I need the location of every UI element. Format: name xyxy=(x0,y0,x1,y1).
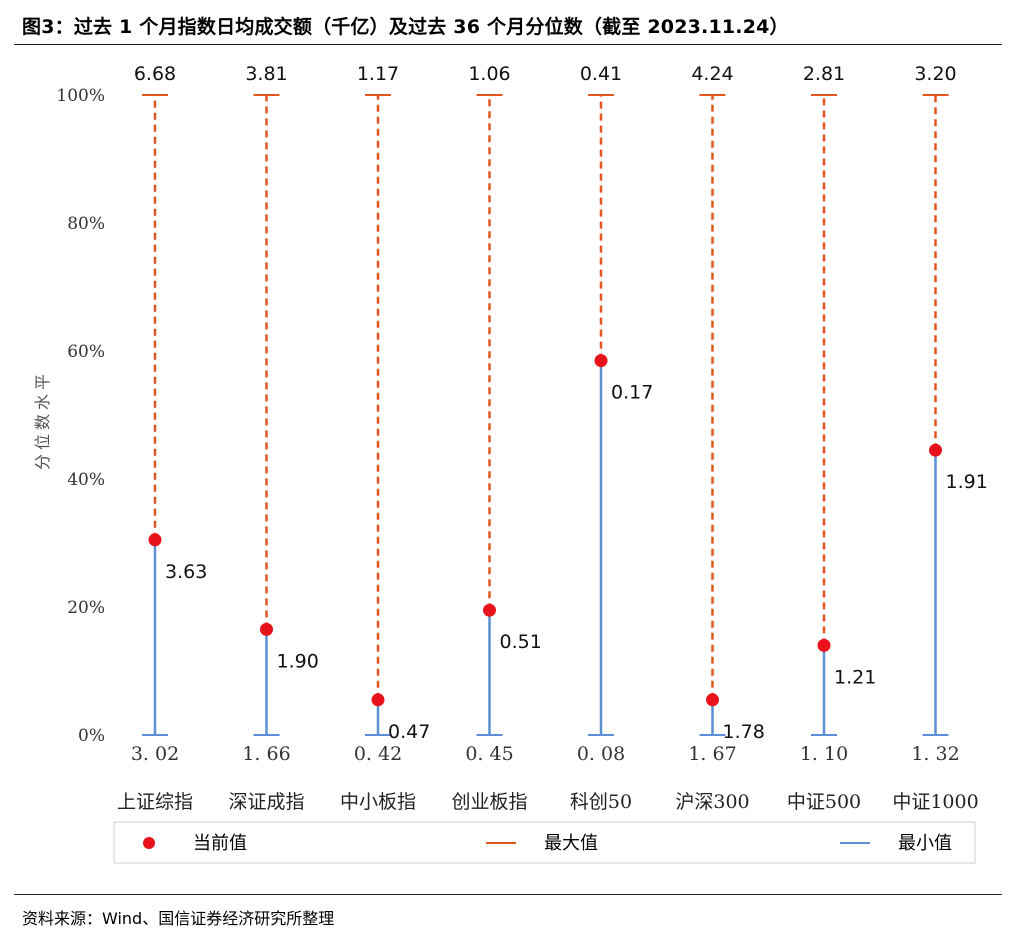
current-value-label: 3.63 xyxy=(165,561,207,583)
title-rule xyxy=(14,44,1002,45)
current-value-label: 0.17 xyxy=(611,382,653,404)
y-tick-label: 0% xyxy=(78,726,105,746)
y-tick-label: 80% xyxy=(67,214,105,234)
current-dot xyxy=(371,693,385,707)
current-value-label: 0.51 xyxy=(500,631,542,653)
current-value-label: 1.90 xyxy=(277,650,319,672)
figure-title: 图3：过去 1 个月指数日均成交额（千亿）及过去 36 个月分位数（截至 202… xyxy=(22,16,789,38)
category-label: 深证成指 xyxy=(228,791,304,813)
category-label: 中小板指 xyxy=(340,791,416,813)
current-dot xyxy=(817,638,831,652)
max-value-label: 4.24 xyxy=(691,63,733,85)
legend: 当前值 最大值 最小值 xyxy=(113,821,976,864)
max-value-label: 2.81 xyxy=(803,63,845,85)
legend-max-label: 最大值 xyxy=(544,833,598,854)
y-tick-label: 60% xyxy=(67,342,105,362)
min-value-label: 0. 42 xyxy=(354,743,402,765)
category-label: 中证1000 xyxy=(892,791,978,813)
max-value-label: 3.20 xyxy=(914,63,956,85)
y-axis-label: 分位数水平 xyxy=(33,370,52,470)
category-label: 中证500 xyxy=(787,791,861,813)
category-label: 沪深300 xyxy=(675,791,749,813)
legend-box xyxy=(113,821,976,864)
current-value-label: 1.78 xyxy=(723,721,765,743)
category-label: 上证综指 xyxy=(117,791,193,813)
current-value-label: 0.47 xyxy=(388,721,430,743)
min-value-label: 1. 10 xyxy=(800,743,848,765)
category-label: 创业板指 xyxy=(451,791,527,813)
source-note: 资料来源：Wind、国信证券经济研究所整理 xyxy=(22,909,335,928)
y-tick-label: 100% xyxy=(56,86,105,106)
current-value-label: 1.91 xyxy=(946,471,988,493)
min-value-label: 1. 67 xyxy=(688,743,736,765)
y-tick-label: 40% xyxy=(67,470,105,490)
current-dot xyxy=(929,443,942,457)
current-dot xyxy=(706,693,719,707)
legend-min-label: 最小值 xyxy=(898,833,952,854)
current-dot xyxy=(594,354,608,368)
current-dot xyxy=(148,533,162,547)
min-value-label: 1. 32 xyxy=(911,743,959,765)
current-dot xyxy=(260,622,273,636)
y-axis-ticks: 0% 20% 40% 60% 80% 100% xyxy=(56,86,105,746)
max-value-label: 3.81 xyxy=(245,63,287,85)
legend-current-label: 当前值 xyxy=(193,833,247,854)
min-value-label: 0. 45 xyxy=(465,743,513,765)
max-value-label: 1.06 xyxy=(468,63,510,85)
max-value-label: 6.68 xyxy=(134,63,176,85)
chart-marks: 3.63 6.68 3. 02 上证综指 1.90 3.81 1. 66 深证成指 0.47 1.… xyxy=(117,63,988,813)
footer-rule xyxy=(14,894,1002,895)
category-label: 科创50 xyxy=(570,791,632,813)
y-tick-label: 20% xyxy=(67,598,105,618)
legend-current-marker xyxy=(143,837,155,849)
max-value-label: 1.17 xyxy=(357,63,399,85)
min-value-label: 3. 02 xyxy=(131,743,179,765)
min-value-label: 0. 08 xyxy=(577,743,625,765)
min-value-label: 1. 66 xyxy=(242,743,290,765)
current-value-label: 1.21 xyxy=(834,666,876,688)
current-dot xyxy=(483,603,496,617)
max-value-label: 0.41 xyxy=(580,63,622,85)
